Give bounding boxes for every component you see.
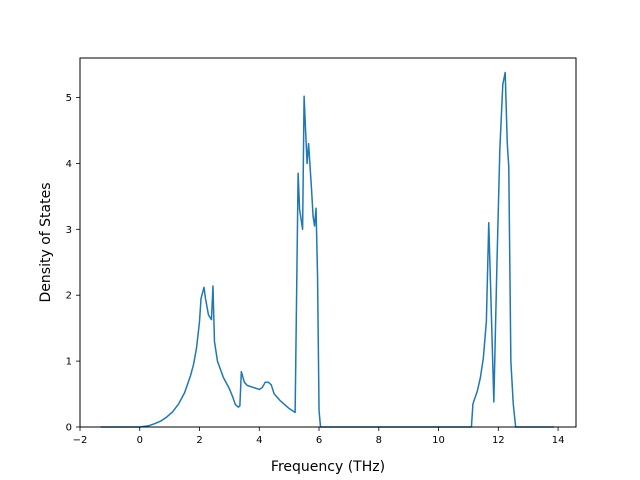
x-axis-ticks: −2 0 2 4 6 8 10 12 14: [73, 427, 565, 446]
x-tick-label: 12: [492, 435, 505, 446]
x-axis-title: Frequency (THz): [271, 459, 385, 475]
y-tick-label: 0: [66, 423, 72, 434]
series-layer: [100, 71, 555, 428]
y-tick-label: 4: [66, 159, 72, 170]
y-tick-label: 2: [66, 291, 72, 302]
x-tick-label: 4: [256, 435, 262, 446]
x-tick-label: 2: [196, 435, 202, 446]
dos-series-line-0: [100, 71, 555, 428]
x-tick-label: 8: [376, 435, 382, 446]
plot-frame: [79, 57, 577, 428]
y-axis-ticks: 0 1 2 3 4 5: [66, 93, 80, 434]
y-axis-title: Density of States: [38, 183, 54, 303]
x-tick-label: 10: [432, 435, 445, 446]
y-tick-label: 1: [66, 357, 72, 368]
x-tick-label: 14: [552, 435, 565, 446]
y-tick-label: 5: [66, 93, 72, 104]
x-tick-label: 0: [137, 435, 143, 446]
x-tick-label: 6: [316, 435, 322, 446]
x-tick-label: −2: [73, 435, 88, 446]
y-tick-label: 3: [66, 225, 72, 236]
